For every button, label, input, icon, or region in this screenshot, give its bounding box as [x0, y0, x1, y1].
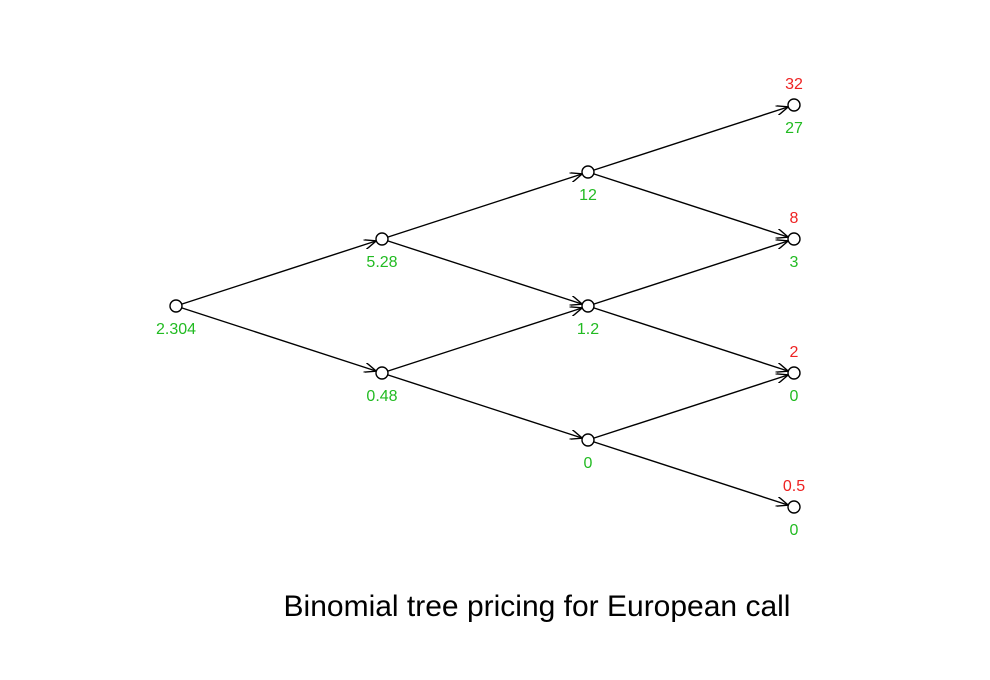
tree-node: [787, 366, 801, 380]
up-move-edge: [593, 107, 789, 171]
tree-nodes: [169, 98, 801, 514]
down-move-edge: [387, 240, 583, 304]
tree-edges: [181, 107, 789, 505]
option-value-label: 27: [785, 120, 803, 137]
up-move-edge: [387, 174, 583, 238]
down-move-edge: [387, 374, 583, 438]
tree-node: [581, 299, 595, 313]
tree-node: [169, 299, 183, 313]
tree-node: [581, 165, 595, 179]
option-value-label: 3: [790, 254, 799, 271]
option-value-label: 5.28: [366, 254, 397, 271]
payoff-label: 8: [790, 210, 799, 227]
option-value-label: 0: [584, 455, 593, 472]
down-move-edge: [593, 441, 789, 505]
up-move-edge: [387, 308, 583, 372]
option-value-label: 0.48: [366, 388, 397, 405]
tree-node: [375, 366, 389, 380]
option-value-label: 12: [579, 187, 597, 204]
down-move-edge: [593, 173, 789, 237]
up-move-edge: [593, 241, 789, 305]
payoff-label: 32: [785, 76, 803, 93]
option-value-label: 2.304: [156, 321, 196, 338]
tree-node: [787, 232, 801, 246]
payoff-label: 0.5: [783, 478, 805, 495]
tree-labels: 2.304 5.28 0.48 12 1.2 0 27 32 3 8 0 2 0 0.5: [156, 76, 805, 539]
option-value-label: 0: [790, 522, 799, 539]
tree-node: [787, 500, 801, 514]
down-move-edge: [181, 307, 377, 371]
up-move-edge: [181, 241, 377, 305]
option-value-label: 0: [790, 388, 799, 405]
tree-node: [375, 232, 389, 246]
down-move-edge: [593, 307, 789, 371]
diagram-caption: Binomial tree pricing for European call: [283, 590, 791, 623]
option-value-label: 1.2: [577, 321, 599, 338]
payoff-label: 2: [790, 344, 799, 361]
tree-node: [581, 433, 595, 447]
up-move-edge: [593, 375, 789, 439]
tree-node: [787, 98, 801, 112]
